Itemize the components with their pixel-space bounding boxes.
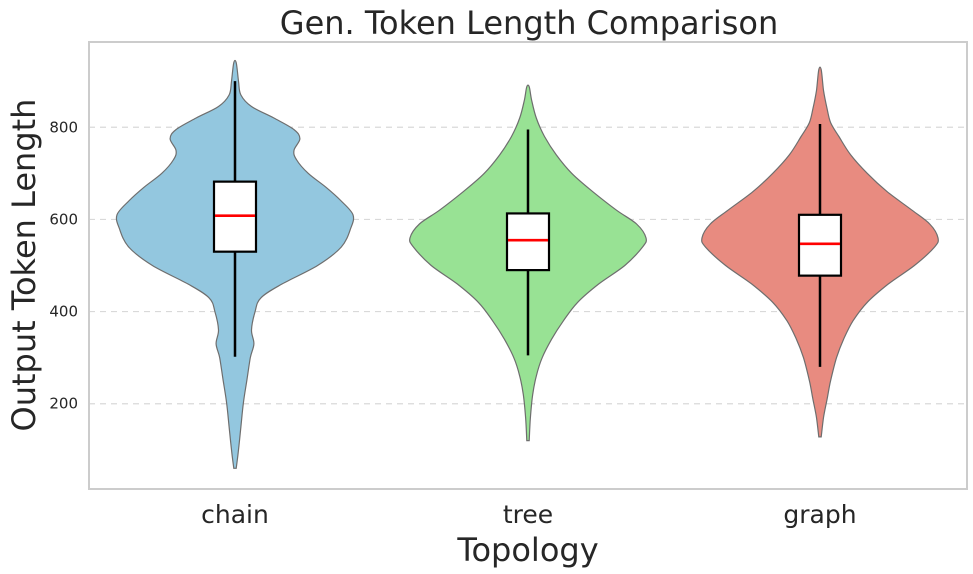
- chart-title: Gen. Token Length Comparison: [280, 4, 778, 42]
- y-tick-label-600: 600: [49, 210, 78, 228]
- boxplots: [212, 81, 843, 367]
- y-tick-label-800: 800: [49, 118, 78, 136]
- y-tick-label-400: 400: [49, 303, 78, 321]
- iqr-box-tree: [505, 212, 551, 272]
- y-tick-label-200: 200: [49, 395, 78, 413]
- y-axis-label: Output Token Length: [5, 99, 43, 432]
- x-tick-labels: chain tree graph: [201, 500, 856, 529]
- x-tick-label-tree: tree: [503, 500, 553, 529]
- iqr-box-graph: [797, 213, 843, 277]
- x-tick-label-chain: chain: [201, 500, 269, 529]
- y-tick-labels: 200 400 600 800: [49, 118, 78, 412]
- plot-frame: [88, 41, 968, 490]
- x-axis-label: Topology: [456, 531, 598, 569]
- x-tick-label-graph: graph: [783, 500, 856, 529]
